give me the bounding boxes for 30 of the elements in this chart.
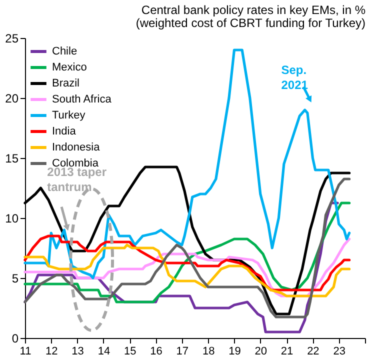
x-tick-label: 19 xyxy=(228,346,241,358)
x-tick-label: 11 xyxy=(20,346,32,358)
legend-label: India xyxy=(52,126,77,138)
x-tick-label: 12 xyxy=(46,346,58,358)
legend-label: Indonesia xyxy=(52,142,101,154)
x-tick-label: 16 xyxy=(150,346,162,358)
y-tick-label: 15 xyxy=(5,152,19,166)
x-tick-label: 21 xyxy=(280,346,294,358)
line-series xyxy=(24,48,351,280)
legend-label: Brazil xyxy=(52,78,80,90)
x-tick-label: 18 xyxy=(202,346,215,358)
annotation: Sep. 2021 xyxy=(281,62,308,92)
chart-title: Central bank policy rates in key EMs, in % xyxy=(141,3,366,17)
legend-label: South Africa xyxy=(52,94,112,106)
y-tick-label: 0 xyxy=(12,332,19,346)
y-tick-label: 25 xyxy=(5,32,19,46)
legend-label: Turkey xyxy=(52,110,86,122)
y-tick-label: 20 xyxy=(5,92,19,106)
legend-label: Chile xyxy=(52,46,78,58)
x-tick-label: 22 xyxy=(307,346,320,358)
x-tick-label: 15 xyxy=(124,346,136,358)
chart-subtitle: (weighted cost of CBRT funding for Turkey) xyxy=(136,16,366,30)
x-tick-label: 17 xyxy=(176,346,189,358)
x-tick-label: 13 xyxy=(72,346,84,358)
legend-label: Mexico xyxy=(52,62,87,74)
x-tick-label: 23 xyxy=(333,346,346,358)
y-tick-label: 5 xyxy=(12,272,19,286)
x-tick-label: 14 xyxy=(98,346,110,358)
y-tick-label: 10 xyxy=(5,212,19,226)
x-tick-label: 20 xyxy=(254,346,268,358)
